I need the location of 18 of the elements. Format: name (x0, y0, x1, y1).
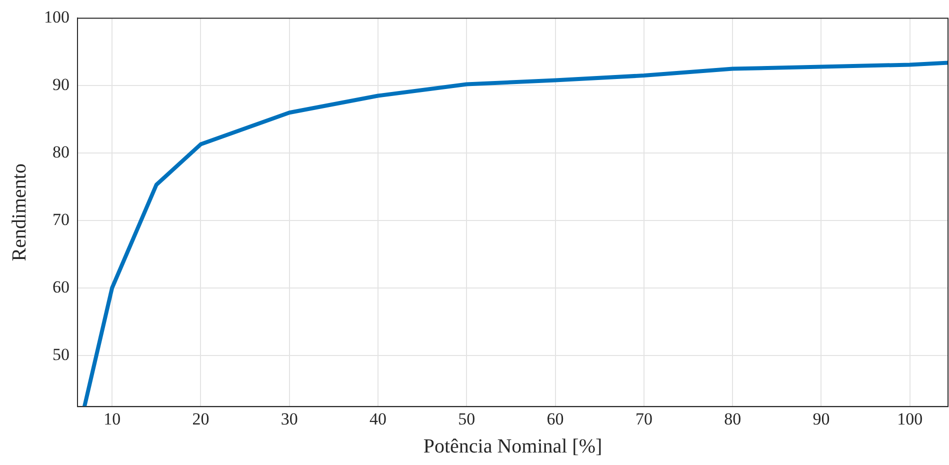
y-tick-label: 70 (52, 210, 70, 229)
y-tick-label: 50 (52, 344, 70, 364)
y-axis-title: Rendimento (8, 164, 30, 262)
x-tick-label: 30 (280, 409, 298, 428)
x-tick-label: 80 (724, 409, 742, 428)
x-tick-label: 70 (635, 409, 652, 428)
y-tick-label: 80 (52, 142, 70, 162)
x-tick-label: 90 (812, 409, 830, 428)
y-tick-label: 100 (44, 8, 70, 27)
x-tick-label: 50 (458, 409, 476, 428)
x-tick-label: 100 (897, 409, 923, 428)
y-tick-label: 60 (52, 277, 70, 296)
y-tick-label: 90 (52, 75, 70, 94)
x-tick-label: 40 (370, 409, 387, 428)
x-axis-title: Potência Nominal [%] (423, 435, 602, 458)
x-tick-label: 20 (192, 409, 210, 428)
x-tick-label: 10 (104, 409, 121, 428)
x-tick-label: 60 (546, 409, 564, 428)
